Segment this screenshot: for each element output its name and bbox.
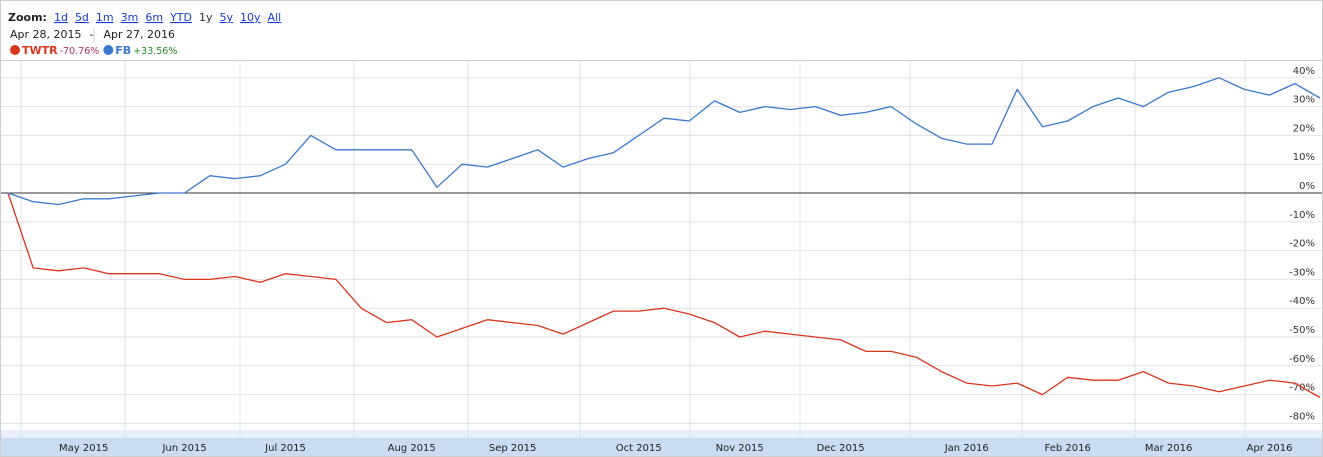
- date-separator: -: [90, 28, 94, 41]
- x-tick-label: Jan 2016: [944, 443, 989, 454]
- legend-dot: [103, 45, 114, 55]
- date-to[interactable]: Apr 27, 2016: [104, 28, 176, 41]
- x-tick-label: Apr 2016: [1247, 443, 1293, 454]
- x-tick-label: Jun 2015: [161, 443, 206, 454]
- x-tick-label: Aug 2015: [388, 443, 436, 454]
- zoom-option: 1y: [199, 11, 213, 24]
- zoom-option[interactable]: 6m: [145, 11, 163, 24]
- zoom-option[interactable]: All: [268, 11, 282, 24]
- zoom-option[interactable]: 3m: [121, 11, 139, 24]
- y-tick-label: 30%: [1293, 95, 1315, 106]
- time-strip-top: [1, 430, 1322, 438]
- legend-name: TWTR: [22, 44, 58, 57]
- x-tick-label: Oct 2015: [616, 443, 662, 454]
- x-tick-label: Jul 2015: [264, 443, 306, 454]
- header: Zoom: 1d 5d 1m 3m 6m YTD 1y 5y 10y All Apr 28, 2015…: [8, 11, 281, 57]
- y-tick-label: -10%: [1289, 210, 1315, 221]
- y-tick-label: -40%: [1289, 296, 1315, 307]
- legend-change: -70.76%: [60, 46, 100, 57]
- time-strip: [1, 438, 1322, 456]
- zoom-option[interactable]: 1m: [96, 11, 114, 24]
- zoom-option[interactable]: 5d: [75, 11, 89, 24]
- series-line: [7, 192, 1321, 399]
- y-tick-label: 40%: [1293, 66, 1315, 77]
- legend-name: FB: [115, 44, 131, 57]
- legend-dot: [10, 45, 20, 55]
- x-tick-label: Feb 2016: [1045, 443, 1091, 454]
- zoom-label: Zoom:: [8, 11, 47, 24]
- zoom-option[interactable]: YTD: [169, 11, 192, 24]
- zoom-option[interactable]: 5y: [220, 11, 234, 24]
- y-tick-label: 10%: [1293, 152, 1315, 163]
- x-tick-label: Sep 2015: [489, 443, 536, 454]
- y-tick-label: -70%: [1289, 383, 1315, 394]
- zoom-option[interactable]: 1d: [54, 11, 68, 24]
- x-tick-label: Nov 2015: [716, 443, 764, 454]
- month-grid: [20, 61, 1246, 438]
- y-tick-label: -80%: [1289, 411, 1315, 422]
- y-tick-label: -30%: [1289, 267, 1315, 278]
- zoom-option[interactable]: 10y: [240, 11, 261, 24]
- legend-change: +33.56%: [133, 46, 177, 57]
- y-tick-label: -20%: [1289, 239, 1315, 250]
- x-tick-label: Dec 2015: [817, 443, 865, 454]
- y-tick-label: 20%: [1293, 123, 1315, 134]
- x-tick-label: Mar 2016: [1145, 443, 1193, 454]
- y-tick-label: -60%: [1289, 354, 1315, 365]
- y-tick-label: 0%: [1299, 181, 1315, 192]
- date-from[interactable]: Apr 28, 2015: [10, 28, 82, 41]
- x-tick-label: May 2015: [59, 443, 108, 454]
- series-line: [7, 77, 1321, 206]
- y-tick-label: -50%: [1289, 325, 1315, 336]
